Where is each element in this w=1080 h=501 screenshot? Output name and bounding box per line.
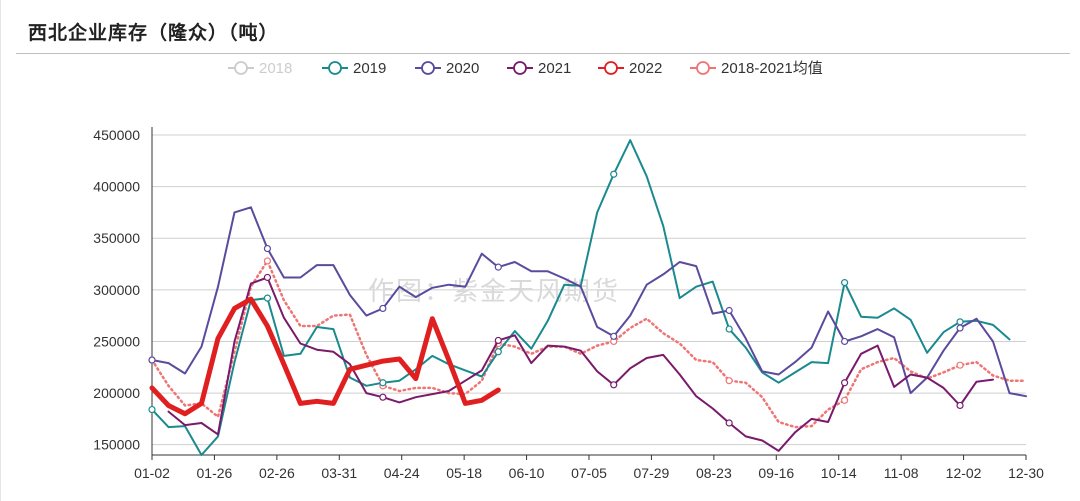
series-marker <box>841 279 849 287</box>
y-tick-label: 300000 <box>93 282 140 298</box>
legend-label: 2018-2021均值 <box>721 60 823 77</box>
series-marker <box>263 273 272 282</box>
legend-item-2021[interactable]: 2021 <box>507 60 571 77</box>
y-tick-label: 200000 <box>93 385 140 401</box>
title-divider <box>16 53 1070 54</box>
series-marker <box>494 336 502 345</box>
legend-label: 2020 <box>446 60 479 77</box>
y-tick-label: 150000 <box>93 437 140 453</box>
series-lines <box>148 139 1028 456</box>
series-marker <box>725 377 733 385</box>
y-axis-ticks: 150000 200000 250000 300000 350000 400000 4500… <box>93 127 140 453</box>
legend-marker <box>513 61 527 75</box>
series-marker <box>956 401 964 410</box>
series-marker <box>841 337 849 346</box>
legend-label: 2022 <box>629 60 662 77</box>
legend-item-2018[interactable]: 2018 <box>228 60 292 77</box>
series-marker <box>148 405 156 414</box>
series-marker <box>379 379 387 387</box>
legend-marker <box>604 61 618 75</box>
series-marker <box>610 332 618 340</box>
series-line-2020 <box>151 206 1027 398</box>
series-marker <box>956 318 964 326</box>
x-axis-ticks: 01-02 01-26 02-26 03-31 04-24 05-18 06-10 07-05… <box>134 455 1044 481</box>
series-marker <box>379 304 387 313</box>
legend-marker <box>696 61 710 75</box>
x-tick-label: 01-26 <box>197 465 233 481</box>
legend-marker <box>421 61 435 75</box>
series-marker <box>148 356 156 364</box>
series-marker <box>841 396 849 404</box>
y-tick-label: 250000 <box>93 333 140 349</box>
x-tick-label: 02-26 <box>259 465 295 481</box>
series-line-2022 <box>149 296 501 417</box>
x-tick-label: 11-08 <box>884 465 919 481</box>
y-tick-label: 450000 <box>93 127 140 143</box>
legend[interactable]: 2018 2019 2020 2021 2022 2018-2021均值 <box>228 60 823 77</box>
legend-item-2018-2021均值[interactable]: 2018-2021均值 <box>690 60 823 77</box>
x-tick-label: 08-23 <box>696 465 732 481</box>
series-marker <box>379 393 387 401</box>
series-marker <box>263 257 272 265</box>
gridlines <box>151 127 1026 456</box>
x-tick-label: 01-02 <box>134 465 170 481</box>
chart-title: 西北企业库存（隆众）（吨） <box>28 22 279 44</box>
x-tick-label: 12-02 <box>946 465 982 481</box>
left-border <box>0 0 1 501</box>
legend-marker <box>234 61 248 75</box>
x-tick-label: 07-05 <box>571 465 607 481</box>
y-tick-label: 350000 <box>93 230 140 246</box>
legend-item-2022[interactable]: 2022 <box>598 60 662 77</box>
x-tick-label: 03-31 <box>321 465 357 481</box>
x-tick-label: 12-30 <box>1008 465 1044 481</box>
series-marker <box>494 348 502 356</box>
legend-item-2020[interactable]: 2020 <box>415 60 479 77</box>
series-marker <box>956 324 964 332</box>
series-marker <box>725 419 733 427</box>
series-marker <box>610 170 618 178</box>
legend-label: 2019 <box>353 60 386 77</box>
series-line-2018-2021均值 <box>150 259 1028 429</box>
x-tick-label: 10-14 <box>821 465 857 481</box>
x-tick-label: 09-16 <box>758 465 794 481</box>
series-marker <box>494 263 502 271</box>
series-marker <box>725 325 733 333</box>
series-marker <box>956 361 964 369</box>
x-tick-label: 05-18 <box>446 465 482 481</box>
legend-item-2019[interactable]: 2019 <box>322 60 386 77</box>
x-tick-label: 04-24 <box>384 465 420 481</box>
series-marker <box>725 306 733 315</box>
x-tick-label: 07-29 <box>634 465 670 481</box>
series-marker <box>263 294 272 302</box>
legend-marker <box>328 61 342 75</box>
series-marker <box>841 379 849 387</box>
series-marker <box>610 381 618 389</box>
y-tick-label: 400000 <box>93 179 140 195</box>
legend-label: 2018 <box>259 60 292 77</box>
x-tick-label: 06-10 <box>509 465 545 481</box>
series-marker <box>263 244 272 253</box>
legend-label: 2021 <box>538 60 571 77</box>
watermark: 作图：紫金天风期货 <box>368 277 620 307</box>
series-line-2021 <box>167 276 994 452</box>
